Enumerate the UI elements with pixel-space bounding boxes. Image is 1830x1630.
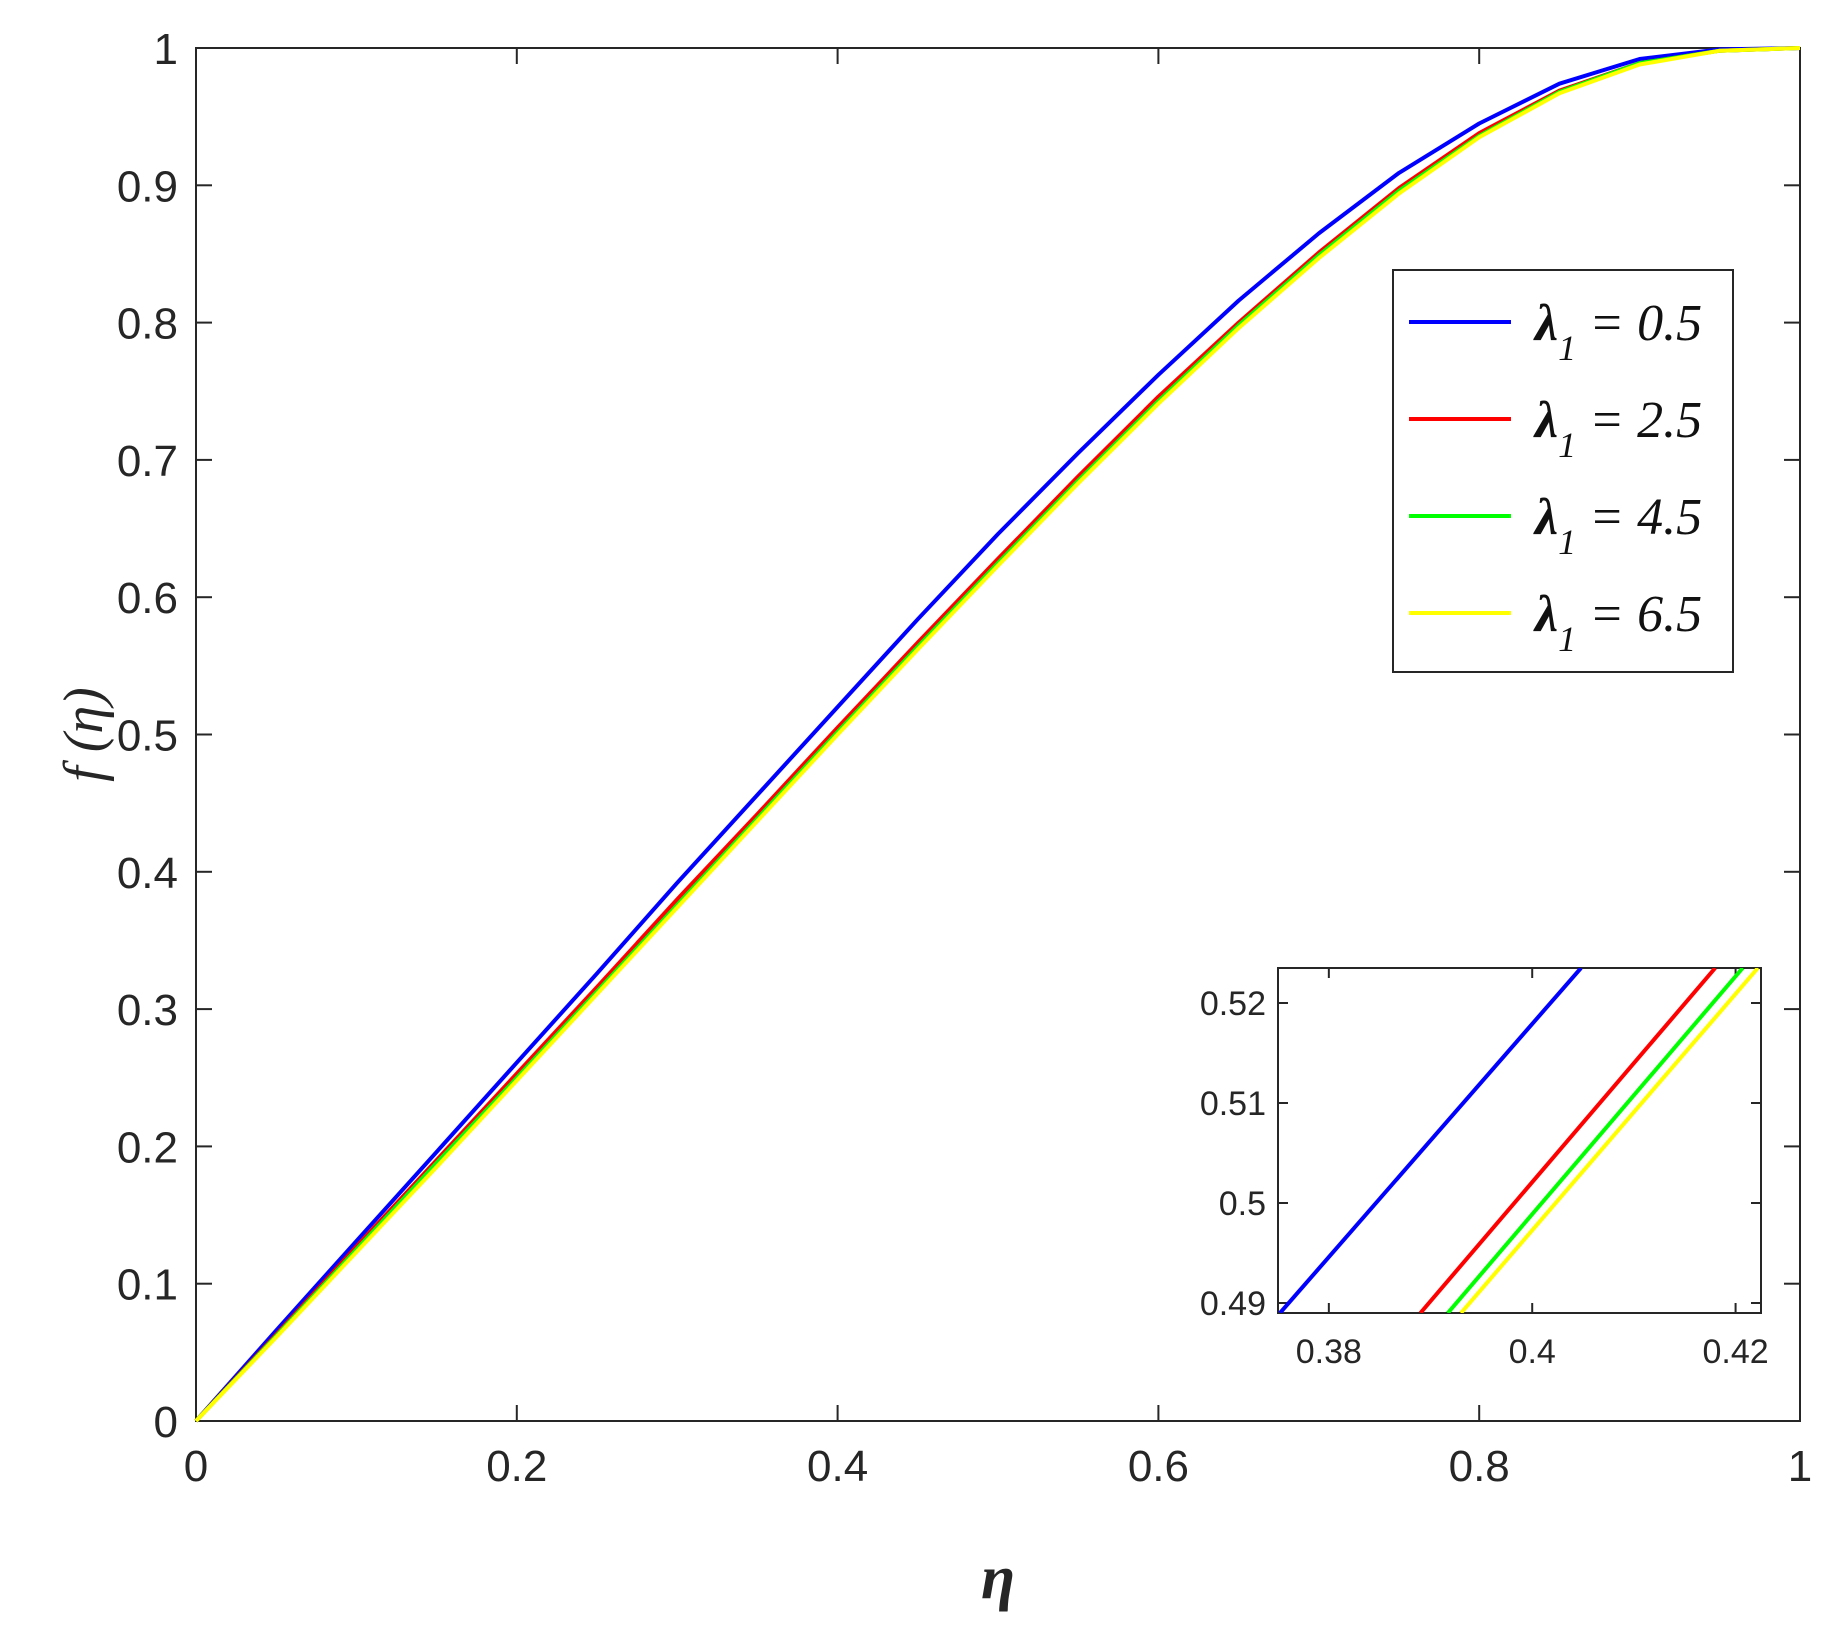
legend-entry-label: λ1 = 4.5: [1533, 489, 1702, 562]
x-tick-label: 0: [184, 1442, 208, 1491]
y-tick-label: 0.9: [117, 162, 178, 211]
series-line-3: [194, 46, 1801, 1423]
y-axis-label: f (η): [53, 687, 115, 782]
y-tick-label: 0.3: [117, 986, 178, 1035]
x-tick-label: 1: [1788, 1442, 1812, 1491]
y-tick-label: 0.1: [117, 1261, 178, 1310]
x-tick-label: 0.6: [1128, 1442, 1189, 1491]
inset-series-line-3: [1459, 968, 1760, 1313]
inset-y-tick-label: 0.49: [1200, 1285, 1266, 1323]
x-tick-label: 0.8: [1449, 1442, 1510, 1491]
y-tick-label: 0.2: [117, 1123, 178, 1172]
legend-entry-label: λ1 = 0.5: [1533, 295, 1702, 368]
inset-x-tick-label: 0.38: [1296, 1333, 1362, 1371]
legend-entry-label: λ1 = 2.5: [1533, 392, 1702, 465]
inset-x-tick-label: 0.42: [1702, 1333, 1768, 1371]
inset-frame: [1277, 967, 1762, 1314]
series-lines: [194, 46, 1801, 1423]
legend: λ1 = 0.5 λ1 = 2.5 λ1 = 4.5 λ1 = 6.5: [1392, 269, 1734, 673]
inset-x-tick-label: 0.4: [1509, 1333, 1556, 1371]
y-tick-label: 0.5: [117, 712, 178, 761]
y-tick-label: 1: [154, 25, 178, 74]
x-tick-label: 0.4: [807, 1442, 868, 1491]
inset-y-tick-label: 0.5: [1219, 1185, 1266, 1223]
y-axis-ticks: 0 0.1 0.2 0.3 0.4 0.5 0.6 0.7 0.8 0.9 1: [117, 25, 1800, 1447]
inset-series-lines: [1278, 968, 1760, 1313]
legend-entry-label: λ1 = 6.5: [1533, 586, 1702, 659]
inset-series-line-2: [1446, 968, 1745, 1313]
x-axis-ticks: 0 0.2 0.4 0.6 0.8 1: [184, 48, 1812, 1491]
y-tick-label: 0.6: [117, 574, 178, 623]
inset-zoom-plot: 0.38 0.4 0.42 0.49 0.5 0.51 0.52: [1200, 967, 1769, 1371]
y-tick-label: 0.4: [117, 849, 178, 898]
inset-y-tick-label: 0.52: [1200, 985, 1266, 1023]
x-axis-label: η: [981, 1544, 1015, 1612]
inset-series-line-0: [1278, 968, 1583, 1313]
inset-y-tick-label: 0.51: [1200, 1085, 1266, 1123]
x-tick-label: 0.2: [486, 1442, 547, 1491]
y-tick-label: 0: [154, 1398, 178, 1447]
inset-series-line-1: [1418, 968, 1717, 1313]
y-tick-label: 0.7: [117, 437, 178, 486]
y-tick-label: 0.8: [117, 300, 178, 349]
series-line-0: [194, 46, 1801, 1423]
legend-box: [1392, 269, 1734, 673]
